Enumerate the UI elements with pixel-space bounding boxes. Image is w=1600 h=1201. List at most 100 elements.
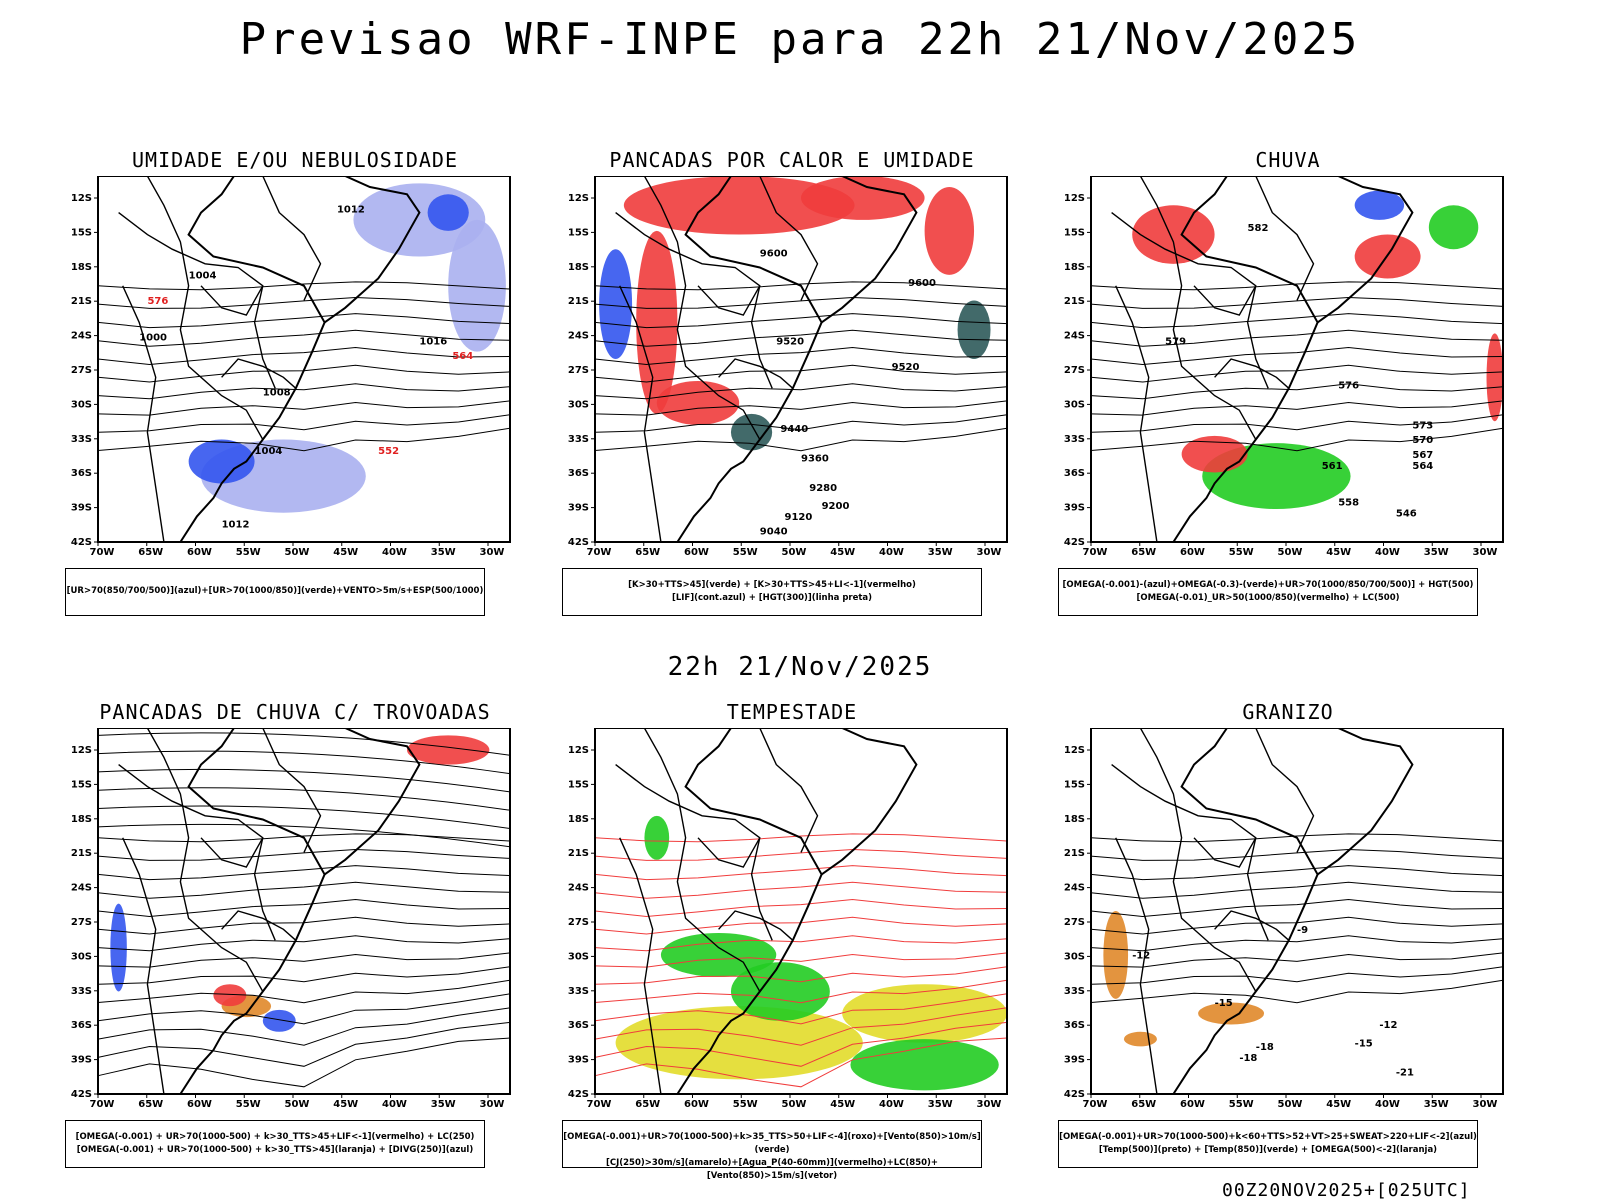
contour-label: 9120 (785, 512, 813, 523)
lat-tick-label: 42S (568, 537, 589, 548)
lon-tick-label: 35W (928, 547, 953, 558)
lat-tick-label: 24S (71, 331, 92, 342)
lat-tick-label: 36S (1064, 1020, 1085, 1031)
lat-tick-label: 15S (568, 227, 589, 238)
contour-label: -18 (1239, 1053, 1257, 1064)
state-borders (615, 176, 819, 543)
contour-label: 567 (1412, 450, 1433, 461)
lat-tick-label: 39S (568, 503, 589, 514)
panel-chuva: CHUVA 582 579 576 573 570 567 564 561 558 546 12S 15… (1048, 148, 1528, 618)
lon-tick-label: 30W (1473, 1099, 1498, 1110)
contour-label: 570 (1412, 435, 1433, 446)
lat-tick-label: 42S (71, 537, 92, 548)
legend-line: [K>30+TTS>45](verde) + [K>30+TTS>45+LI<-… (628, 580, 916, 590)
contour-label: 9600 (908, 278, 936, 289)
lon-tick-label: 35W (431, 547, 456, 558)
contour-label: -21 (1396, 1068, 1414, 1079)
state-borders (1111, 728, 1315, 1095)
contour-label: 9040 (760, 527, 788, 538)
lon-tick-label: 45W (333, 1099, 358, 1110)
lat-tick-label: 18S (1064, 262, 1085, 273)
field-area (110, 903, 127, 992)
state-borders (1111, 176, 1315, 543)
legend-line: [CJ(250)>30m/s](amarelo)+[Agua_P(40-60mm… (605, 1158, 939, 1181)
lon-tick-label: 30W (1473, 547, 1498, 558)
lat-tick-label: 30S (1064, 399, 1085, 410)
lon-tick-label: 30W (480, 547, 505, 558)
contour-label: 561 (1322, 461, 1343, 472)
legend-line: [OMEGA(-0.001) + UR>70(1000-500) + k>30_… (75, 1132, 475, 1142)
lon-tick-label: 70W (1083, 547, 1108, 558)
lat-tick-label: 42S (1064, 1089, 1085, 1100)
lon-tick-label: 35W (928, 1099, 953, 1110)
lon-tick-label: 45W (830, 1099, 855, 1110)
contour-label: 9440 (780, 424, 808, 435)
field-area (1354, 190, 1405, 220)
lat-tick-label: 33S (71, 986, 92, 997)
contour-label: 564 (452, 351, 473, 362)
legend-box: [OMEGA(-0.001)+UR>70(1000-500)+k<60+TTS>… (1058, 1120, 1478, 1168)
panel-granizo: GRANIZO -12 -15 -18 -21 -9 -12 -15 -18 12S 15S 18S 2… (1048, 700, 1528, 1170)
lat-tick-label: 27S (71, 365, 92, 376)
legend-line: [OMEGA(-0.001)+UR>70(1000-500)+k<60+TTS>… (1059, 1132, 1477, 1142)
contour-label: 1004 (255, 446, 283, 457)
contour-label: 582 (1248, 223, 1269, 234)
lon-tick-label: 60W (1180, 547, 1205, 558)
lon-tick-label: 40W (382, 1099, 407, 1110)
lon-tick-label: 50W (1278, 547, 1303, 558)
weather-map: -12 -15 -18 -21 -9 -12 -15 -18 12S 15S 18S 21S 24S 27… (1064, 728, 1504, 1110)
lat-tick-label: 39S (1064, 503, 1085, 514)
lon-tick-label: 55W (733, 547, 758, 558)
lat-tick-label: 39S (568, 1055, 589, 1066)
panel-trovoadas: PANCADAS DE CHUVA C/ TROVOADAS 12S 15S 18S 2… (55, 700, 535, 1170)
legend-line: [UR>70(850/700/500)](azul)+[UR>70(1000/8… (66, 586, 484, 596)
lon-tick-label: 60W (1180, 1099, 1205, 1110)
contour-label: -9 (1297, 925, 1308, 936)
field-area (850, 1039, 999, 1091)
lat-tick-label: 36S (71, 468, 92, 479)
contour-lines (1090, 833, 1504, 1004)
legend-box: [UR>70(850/700/500)](azul)+[UR>70(1000/8… (65, 568, 485, 616)
lon-tick-label: 60W (187, 547, 212, 558)
coastline (1172, 728, 1414, 1095)
field-area (924, 186, 975, 275)
contour-label: 1004 (189, 270, 217, 281)
state-borders (118, 176, 322, 543)
lon-tick-label: 40W (1375, 1099, 1400, 1110)
field-area (656, 380, 740, 425)
field-area (730, 413, 773, 451)
lat-tick-label: 21S (568, 848, 589, 859)
lon-tick-label: 60W (187, 1099, 212, 1110)
lon-tick-label: 65W (1131, 547, 1156, 558)
lon-tick-label: 50W (782, 547, 807, 558)
field-area (1198, 1002, 1265, 1025)
lat-tick-label: 33S (1064, 434, 1085, 445)
lat-tick-label: 30S (1064, 951, 1085, 962)
weather-map: 9600 9520 9440 9360 9280 9200 9120 9040 9600 9520… (568, 176, 1008, 558)
contour-label: 564 (1412, 461, 1433, 472)
lat-tick-label: 15S (71, 227, 92, 238)
legend-box: [OMEGA(-0.001) + UR>70(1000-500) + k>30_… (65, 1120, 485, 1168)
field-area (1428, 205, 1479, 250)
legend-line: [OMEGA(-0.001)-(azul)+OMEGA(-0.3)-(verde… (1062, 580, 1474, 590)
contour-label: 576 (1338, 380, 1359, 391)
lat-tick-label: 18S (568, 262, 589, 273)
contour-label: -15 (1355, 1038, 1373, 1049)
lon-tick-label: 35W (431, 1099, 456, 1110)
lat-tick-label: 18S (71, 262, 92, 273)
field-area (213, 984, 247, 1007)
lat-tick-label: 27S (568, 365, 589, 376)
lat-tick-label: 42S (568, 1089, 589, 1100)
contour-label: 9360 (801, 453, 829, 464)
lat-tick-label: 12S (568, 745, 589, 756)
field-area (801, 176, 925, 220)
lat-tick-label: 36S (1064, 468, 1085, 479)
lon-tick-label: 65W (635, 547, 660, 558)
lat-tick-label: 12S (568, 193, 589, 204)
contour-label: 552 (378, 446, 399, 457)
lat-tick-label: 24S (1064, 331, 1085, 342)
subtitle: 22h 21/Nov/2025 (667, 652, 933, 682)
contour-label: 579 (1165, 336, 1186, 347)
legend-line: [OMEGA(-0.001)+UR>70(1000-500)+k>35_TTS>… (563, 1132, 981, 1155)
